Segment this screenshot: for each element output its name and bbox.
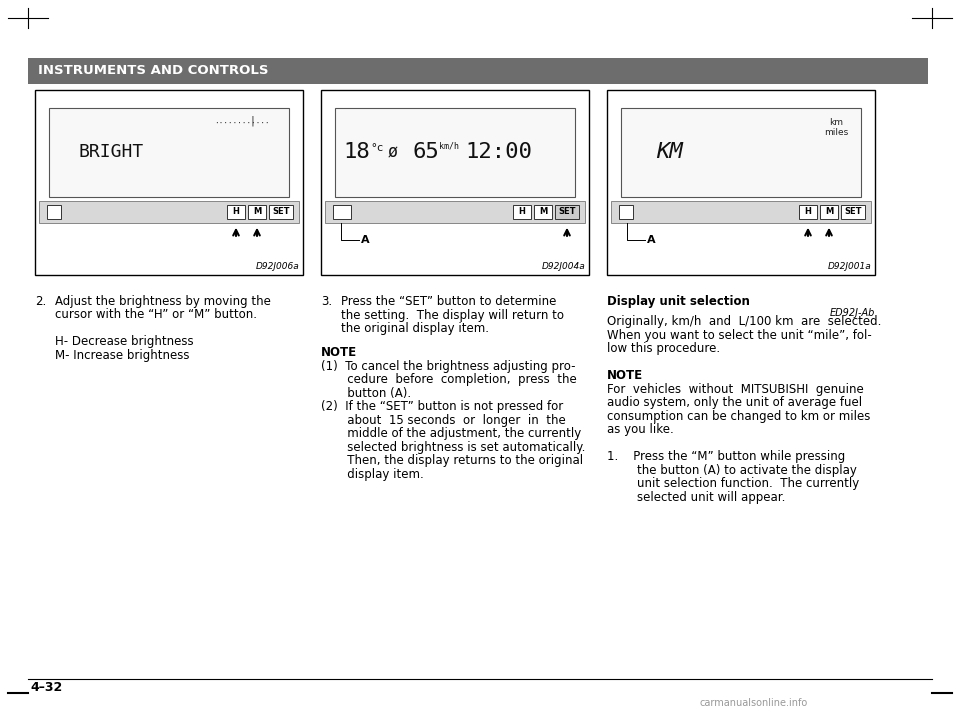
Text: |: | xyxy=(249,116,254,127)
Text: SET: SET xyxy=(559,208,576,216)
Text: M: M xyxy=(252,208,261,216)
Text: INSTRUMENTS AND CONTROLS: INSTRUMENTS AND CONTROLS xyxy=(38,64,269,77)
Text: KM: KM xyxy=(656,142,683,163)
Bar xyxy=(248,205,266,219)
Text: M: M xyxy=(825,208,833,216)
Bar xyxy=(841,205,865,219)
Text: consumption can be changed to km or miles: consumption can be changed to km or mile… xyxy=(607,410,871,423)
Bar xyxy=(321,90,589,275)
Text: D92J006a: D92J006a xyxy=(255,262,299,271)
Bar xyxy=(28,58,928,84)
Text: the button (A) to activate the display: the button (A) to activate the display xyxy=(607,463,857,476)
Bar xyxy=(621,108,861,197)
Text: button (A).: button (A). xyxy=(321,387,411,400)
Text: 1.    Press the “M” button while pressing: 1. Press the “M” button while pressing xyxy=(607,450,845,463)
Text: Then, the display returns to the original: Then, the display returns to the origina… xyxy=(321,454,583,467)
Text: BRIGHT: BRIGHT xyxy=(79,143,144,161)
Bar xyxy=(333,205,351,219)
Bar xyxy=(335,108,575,197)
Text: SET: SET xyxy=(844,208,862,216)
Text: selected brightness is set automatically.: selected brightness is set automatically… xyxy=(321,441,586,454)
Bar xyxy=(39,201,299,223)
Text: H: H xyxy=(804,208,811,216)
Text: NOTE: NOTE xyxy=(321,346,357,359)
Text: unit selection function.  The currently: unit selection function. The currently xyxy=(607,477,859,490)
Text: H: H xyxy=(232,208,239,216)
Text: (1)  To cancel the brightness adjusting pro-: (1) To cancel the brightness adjusting p… xyxy=(321,360,575,373)
Text: (2)  If the “SET” button is not pressed for: (2) If the “SET” button is not pressed f… xyxy=(321,401,564,414)
Text: 3.: 3. xyxy=(321,295,332,308)
Text: carmanualsonline.info: carmanualsonline.info xyxy=(700,698,808,708)
Text: °c: °c xyxy=(370,143,383,153)
Text: H- Decrease brightness: H- Decrease brightness xyxy=(55,335,194,348)
Bar xyxy=(555,205,579,219)
Text: miles: miles xyxy=(824,128,848,137)
Text: cursor with the “H” or “M” button.: cursor with the “H” or “M” button. xyxy=(55,309,257,322)
Text: selected unit will appear.: selected unit will appear. xyxy=(607,491,785,504)
Text: Press the “SET” button to determine: Press the “SET” button to determine xyxy=(341,295,557,308)
Text: km: km xyxy=(829,118,843,127)
Text: the original display item.: the original display item. xyxy=(341,322,489,335)
Text: about  15 seconds  or  longer  in  the: about 15 seconds or longer in the xyxy=(321,414,565,427)
Bar xyxy=(607,90,875,275)
Text: Originally, km/h  and  L/100 km  are  selected.: Originally, km/h and L/100 km are select… xyxy=(607,315,881,328)
Bar xyxy=(513,205,531,219)
Text: M: M xyxy=(539,208,547,216)
Text: display item.: display item. xyxy=(321,468,423,481)
Text: as you like.: as you like. xyxy=(607,423,674,436)
Text: D92J004a: D92J004a xyxy=(541,262,585,271)
Bar xyxy=(820,205,838,219)
Text: For  vehicles  without  MITSUBISHI  genuine: For vehicles without MITSUBISHI genuine xyxy=(607,382,864,395)
Text: When you want to select the unit “mile”, fol-: When you want to select the unit “mile”,… xyxy=(607,329,872,342)
Bar xyxy=(799,205,817,219)
Bar xyxy=(49,108,289,197)
Text: low this procedure.: low this procedure. xyxy=(607,342,720,355)
Text: 4–32: 4–32 xyxy=(30,681,62,694)
Text: ············: ············ xyxy=(214,120,270,129)
Bar xyxy=(534,205,552,219)
Bar xyxy=(227,205,245,219)
Bar xyxy=(47,205,61,219)
Text: M- Increase brightness: M- Increase brightness xyxy=(55,349,189,362)
Text: A: A xyxy=(647,235,656,245)
Text: middle of the adjustment, the currently: middle of the adjustment, the currently xyxy=(321,427,581,440)
Bar xyxy=(619,205,633,219)
Text: 65: 65 xyxy=(413,142,440,163)
Text: NOTE: NOTE xyxy=(607,369,643,382)
Text: 18: 18 xyxy=(343,142,370,163)
Bar xyxy=(325,201,585,223)
Text: Display unit selection: Display unit selection xyxy=(607,295,750,308)
Text: the setting.  The display will return to: the setting. The display will return to xyxy=(341,309,564,322)
Text: H: H xyxy=(518,208,525,216)
Text: D92J001a: D92J001a xyxy=(828,262,871,271)
Text: audio system, only the unit of average fuel: audio system, only the unit of average f… xyxy=(607,396,862,409)
Text: A: A xyxy=(361,235,370,245)
Bar xyxy=(269,205,293,219)
Text: SET: SET xyxy=(273,208,290,216)
Text: 12:00: 12:00 xyxy=(465,142,532,163)
Text: km/h: km/h xyxy=(439,142,459,151)
Bar xyxy=(35,90,303,275)
Text: 2.: 2. xyxy=(35,295,46,308)
Text: Adjust the brightness by moving the: Adjust the brightness by moving the xyxy=(55,295,271,308)
Text: ø: ø xyxy=(388,143,398,161)
Text: ED92J-Ab: ED92J-Ab xyxy=(829,309,875,319)
Bar xyxy=(611,201,871,223)
Text: cedure  before  completion,  press  the: cedure before completion, press the xyxy=(321,373,577,386)
